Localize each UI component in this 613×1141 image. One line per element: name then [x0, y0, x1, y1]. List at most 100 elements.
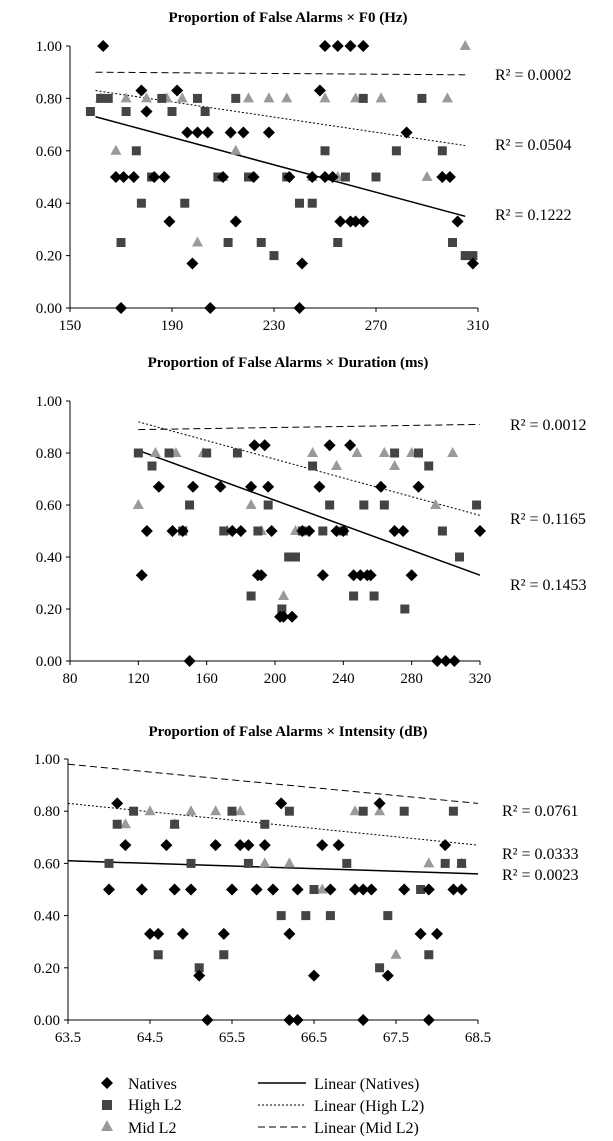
point-natives [117, 171, 130, 183]
point-natives [349, 215, 362, 228]
legend-label-mid-l2: Mid L2 [128, 1120, 176, 1137]
point-natives [127, 171, 140, 183]
point-natives [337, 525, 350, 537]
point-natives [135, 569, 148, 582]
point-high-l2 [246, 591, 256, 601]
point-natives [248, 439, 261, 452]
point-natives [224, 126, 237, 139]
point-natives [158, 171, 171, 183]
point-high-l2 [104, 858, 114, 868]
point-high-l2 [133, 448, 143, 458]
point-natives [217, 171, 229, 183]
point-natives [176, 525, 189, 537]
y-tick-label: 1.00 [36, 394, 62, 410]
x-tick-label: 310 [467, 318, 490, 334]
legend-marker-natives [101, 1077, 113, 1089]
point-high-l2 [295, 198, 304, 208]
point-mid-l2 [316, 883, 328, 894]
r2-label: R² = 0.1165 [510, 511, 586, 528]
y-tick-label: 0.40 [36, 550, 62, 566]
r2-label: R² = 0.0023 [502, 867, 579, 884]
trend-line-linear-natives [95, 116, 466, 218]
point-natives [412, 480, 425, 493]
point-natives [447, 883, 460, 896]
point-natives [201, 126, 214, 139]
point-natives [439, 655, 452, 667]
point-high-l2 [131, 146, 141, 156]
point-natives [237, 126, 250, 139]
point-natives [354, 569, 367, 582]
y-tick-label: 0.60 [34, 856, 60, 872]
y-tick-label: 0.00 [36, 654, 62, 670]
point-natives [119, 839, 132, 852]
point-natives [242, 839, 255, 852]
point-natives [191, 126, 204, 139]
point-high-l2 [375, 963, 385, 973]
point-high-l2 [340, 172, 350, 182]
trend-line-linear-mid-l2 [67, 763, 479, 804]
y-tick-label: 0.80 [34, 804, 60, 820]
point-natives [166, 525, 179, 537]
point-high-l2 [318, 526, 328, 536]
point-natives [160, 839, 173, 852]
y-tick-label: 0.20 [34, 961, 60, 977]
point-natives [258, 839, 271, 852]
point-natives [373, 797, 386, 810]
point-high-l2 [223, 238, 233, 247]
point-natives [262, 480, 275, 493]
point-mid-l2 [307, 447, 319, 457]
point-mid-l2 [132, 499, 144, 509]
point-natives [286, 610, 299, 623]
x-tick-label: 64.5 [137, 1030, 163, 1046]
chart-duration: Proportion of False Alarms × Duration (m… [36, 355, 587, 687]
point-high-l2 [400, 604, 410, 614]
point-mid-l2 [144, 805, 156, 816]
point-mid-l2 [447, 447, 459, 457]
trend-line-linear-mid-l2 [138, 423, 481, 431]
point-high-l2 [399, 806, 409, 816]
point-natives [109, 171, 122, 183]
point-high-l2 [260, 819, 270, 829]
point-mid-l2 [110, 144, 122, 155]
point-high-l2 [232, 448, 242, 458]
point-high-l2 [253, 526, 263, 536]
legend-label-natives: Natives [128, 1076, 177, 1093]
y-tick-label: 0.20 [36, 249, 62, 265]
point-natives [319, 40, 331, 52]
point-high-l2 [180, 198, 190, 208]
legend-item-linear-mid-l2: Linear (Mid L2) [258, 1120, 419, 1137]
point-mid-l2 [421, 171, 433, 181]
point-natives [168, 883, 181, 896]
point-high-l2 [277, 604, 287, 614]
point-high-l2 [167, 107, 177, 116]
point-natives [357, 883, 370, 896]
point-high-l2 [371, 172, 381, 182]
point-natives [313, 84, 326, 97]
point-natives [181, 126, 194, 139]
point-natives [265, 525, 278, 537]
point-high-l2 [219, 526, 229, 536]
point-natives [388, 525, 401, 537]
point-high-l2 [424, 461, 434, 471]
point-high-l2 [301, 911, 311, 921]
point-high-l2 [157, 93, 167, 103]
x-tick-label: 230 [263, 318, 286, 334]
point-high-l2 [440, 858, 450, 868]
point-natives [324, 883, 337, 896]
point-high-l2 [424, 950, 434, 960]
point-natives [451, 215, 464, 228]
point-high-l2 [379, 500, 389, 510]
point-mid-l2 [120, 92, 132, 103]
point-mid-l2 [149, 447, 161, 457]
point-high-l2 [437, 526, 447, 536]
point-natives [397, 525, 410, 537]
point-high-l2 [103, 93, 113, 103]
point-natives [296, 257, 309, 270]
point-high-l2 [358, 93, 368, 103]
point-mid-l2 [283, 857, 295, 868]
point-natives [250, 883, 263, 896]
point-natives [135, 883, 148, 896]
point-natives [186, 257, 199, 270]
point-mid-l2 [245, 499, 257, 509]
point-high-l2 [320, 146, 330, 156]
